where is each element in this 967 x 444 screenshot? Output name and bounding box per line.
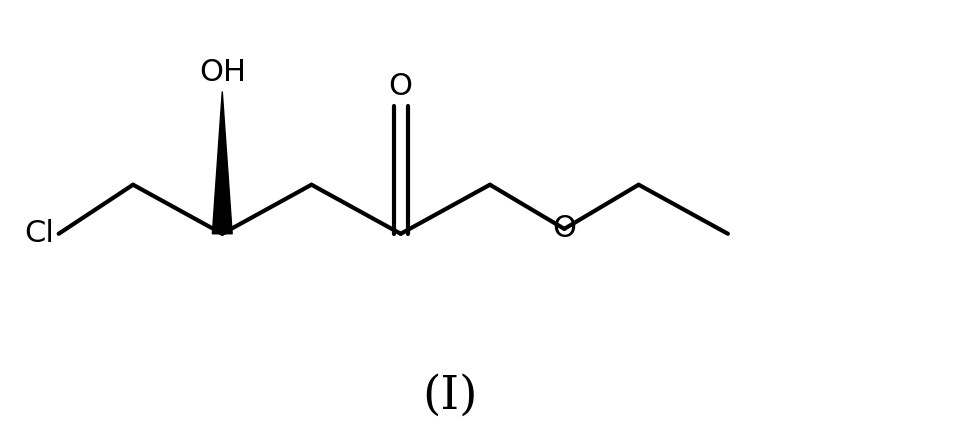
Text: OH: OH <box>199 58 246 87</box>
Polygon shape <box>213 91 232 234</box>
Text: O: O <box>552 214 576 243</box>
Text: O: O <box>389 72 413 101</box>
Text: Cl: Cl <box>24 219 54 248</box>
Text: (Ⅰ): (Ⅰ) <box>423 373 478 418</box>
